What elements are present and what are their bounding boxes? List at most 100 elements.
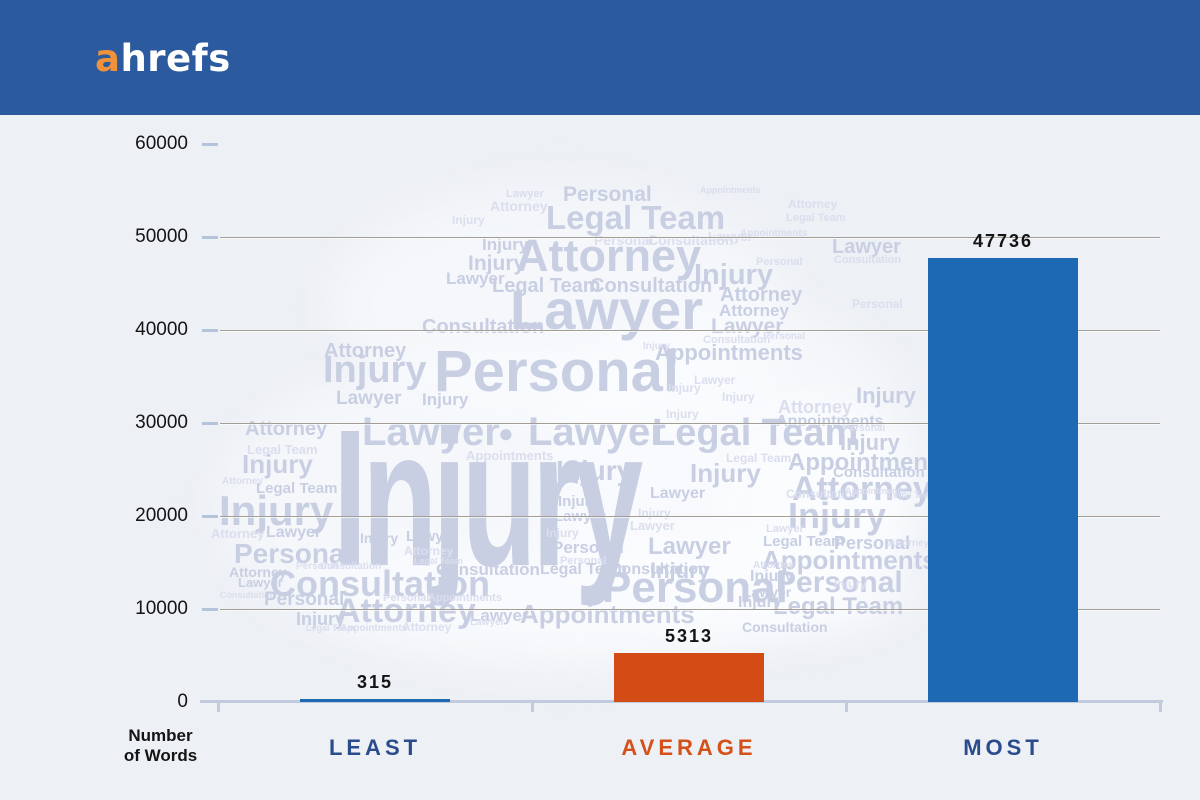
x-tick-mark bbox=[845, 702, 848, 712]
watermark-word: Injury bbox=[690, 458, 761, 488]
watermark-word: Lawyer bbox=[650, 485, 706, 502]
watermark-word: Legal Team bbox=[888, 490, 937, 500]
watermark-word: Injury bbox=[242, 449, 313, 479]
bar-value-label: 315 bbox=[356, 672, 394, 692]
watermark-word: Lawyer bbox=[470, 617, 505, 628]
y-tick-label: 60000 bbox=[135, 133, 188, 154]
watermark-word: Consultation bbox=[422, 316, 545, 338]
watermark-word: Lawyer bbox=[510, 278, 703, 341]
watermark-word: Personal bbox=[383, 592, 430, 604]
watermark-word: Injury bbox=[360, 530, 399, 546]
y-tick-label: 50000 bbox=[135, 226, 188, 247]
watermark-word: Appointments bbox=[428, 592, 502, 604]
watermark-word: Injury bbox=[666, 407, 699, 421]
watermark-word: Lawyer bbox=[446, 269, 505, 288]
y-tick-mark bbox=[202, 515, 218, 518]
watermark-word: Lawyer bbox=[694, 373, 736, 387]
watermark-word: Injury bbox=[558, 493, 599, 510]
watermark-word: Consultation bbox=[320, 561, 382, 572]
watermark-word: Lawyer bbox=[708, 229, 753, 244]
watermark-word: Lawyer bbox=[832, 236, 901, 258]
category-label-most: MOST bbox=[963, 735, 1043, 760]
watermark-word: Consultation bbox=[610, 561, 708, 578]
y-tick-mark bbox=[202, 236, 218, 239]
watermark-word: Lawyer bbox=[743, 584, 792, 600]
watermark-word: Personal bbox=[434, 339, 679, 404]
watermark-word: Injury bbox=[546, 526, 579, 540]
watermark-word: Injury bbox=[840, 430, 900, 455]
watermark-word: Appointments bbox=[700, 185, 761, 195]
watermark-word: Injury bbox=[323, 349, 427, 391]
header-bar: ahrefs bbox=[0, 0, 1200, 115]
watermark-word: Injury bbox=[556, 455, 633, 486]
category-label-least: LEAST bbox=[328, 735, 422, 760]
watermark-word: Personal bbox=[763, 331, 806, 342]
bar-average bbox=[614, 653, 764, 702]
gridline bbox=[220, 423, 1160, 424]
logo-text: hrefs bbox=[120, 37, 231, 80]
y-tick-mark bbox=[202, 143, 218, 146]
watermark-word: Legal Team bbox=[726, 451, 792, 465]
watermark-word: Personal bbox=[560, 555, 607, 567]
y-tick-label: 40000 bbox=[135, 319, 188, 340]
y-tick-label: 10000 bbox=[135, 598, 188, 619]
watermark-word: Lawyer bbox=[406, 528, 458, 545]
watermark-word: Injury bbox=[834, 577, 867, 591]
watermark-word: Lawyer bbox=[506, 188, 544, 200]
watermark-word: Lawyer bbox=[470, 606, 529, 625]
watermark-word: Personal bbox=[852, 297, 903, 311]
watermark-word: Lawyer bbox=[266, 524, 322, 541]
gridline bbox=[220, 609, 1160, 610]
watermark-word: Appointments bbox=[788, 449, 950, 476]
watermark-word: Legal Team bbox=[652, 412, 859, 454]
ahrefs-logo: ahrefs bbox=[95, 40, 231, 77]
x-tick-mark bbox=[217, 702, 220, 712]
watermark-word: Legal Team bbox=[763, 533, 845, 550]
watermark-word: Injury bbox=[296, 609, 346, 629]
watermark-word: Legal Team bbox=[540, 561, 627, 578]
watermark-word: Injury bbox=[643, 341, 671, 352]
y-axis-title-line1: Number bbox=[128, 726, 193, 745]
watermark-word: Appointments bbox=[740, 228, 808, 239]
y-axis-title: Number of Words bbox=[98, 726, 223, 765]
watermark-word: Legal Team bbox=[786, 212, 846, 224]
watermark-word: Legal Team bbox=[256, 480, 338, 497]
x-tick-mark bbox=[531, 702, 534, 712]
watermark-word: Injury bbox=[668, 381, 701, 395]
watermark-word: Personal bbox=[843, 423, 886, 434]
watermark-word: Consultation bbox=[703, 334, 771, 346]
watermark-word: Consultation bbox=[590, 275, 713, 297]
watermark-word: Appointments bbox=[776, 413, 884, 430]
cloud-shape bbox=[300, 530, 920, 650]
watermark-word: Personal bbox=[594, 232, 654, 248]
watermark-word: Personal bbox=[834, 533, 911, 553]
watermark-word: Legal Team bbox=[306, 623, 355, 633]
watermark-word: Injury bbox=[750, 568, 794, 585]
watermark-word: ● bbox=[498, 418, 514, 448]
watermark-word: Consultation bbox=[833, 464, 925, 481]
watermark-word: Appointments bbox=[655, 340, 803, 365]
watermark-word: Personal bbox=[296, 561, 339, 572]
y-axis-title-line2: of Words bbox=[123, 745, 198, 765]
bar-value-label: 47736 bbox=[972, 231, 1034, 251]
watermark-word: Lawyer bbox=[766, 523, 804, 535]
watermark-word: Injury bbox=[694, 259, 773, 291]
y-tick-label: 0 bbox=[177, 691, 188, 712]
watermark-word: Injury bbox=[650, 558, 710, 583]
watermark-word: Lawyer bbox=[336, 388, 402, 409]
watermark-word: Injury bbox=[788, 495, 887, 536]
watermark-word: Consultation bbox=[270, 563, 490, 604]
watermark-word: Legal Team bbox=[773, 593, 904, 620]
watermark-word: Lawyer bbox=[362, 410, 500, 454]
watermark-word: Legal Team bbox=[414, 556, 463, 566]
bar-value-label: 5313 bbox=[664, 626, 714, 646]
bar-least bbox=[300, 699, 450, 702]
watermark-word: Attorney bbox=[792, 470, 932, 508]
watermark-word: Consultation bbox=[742, 619, 828, 635]
watermark-word: Attorney bbox=[222, 476, 264, 487]
watermark-word: Attorney bbox=[229, 564, 287, 580]
watermark-word: Attorney bbox=[778, 397, 853, 417]
